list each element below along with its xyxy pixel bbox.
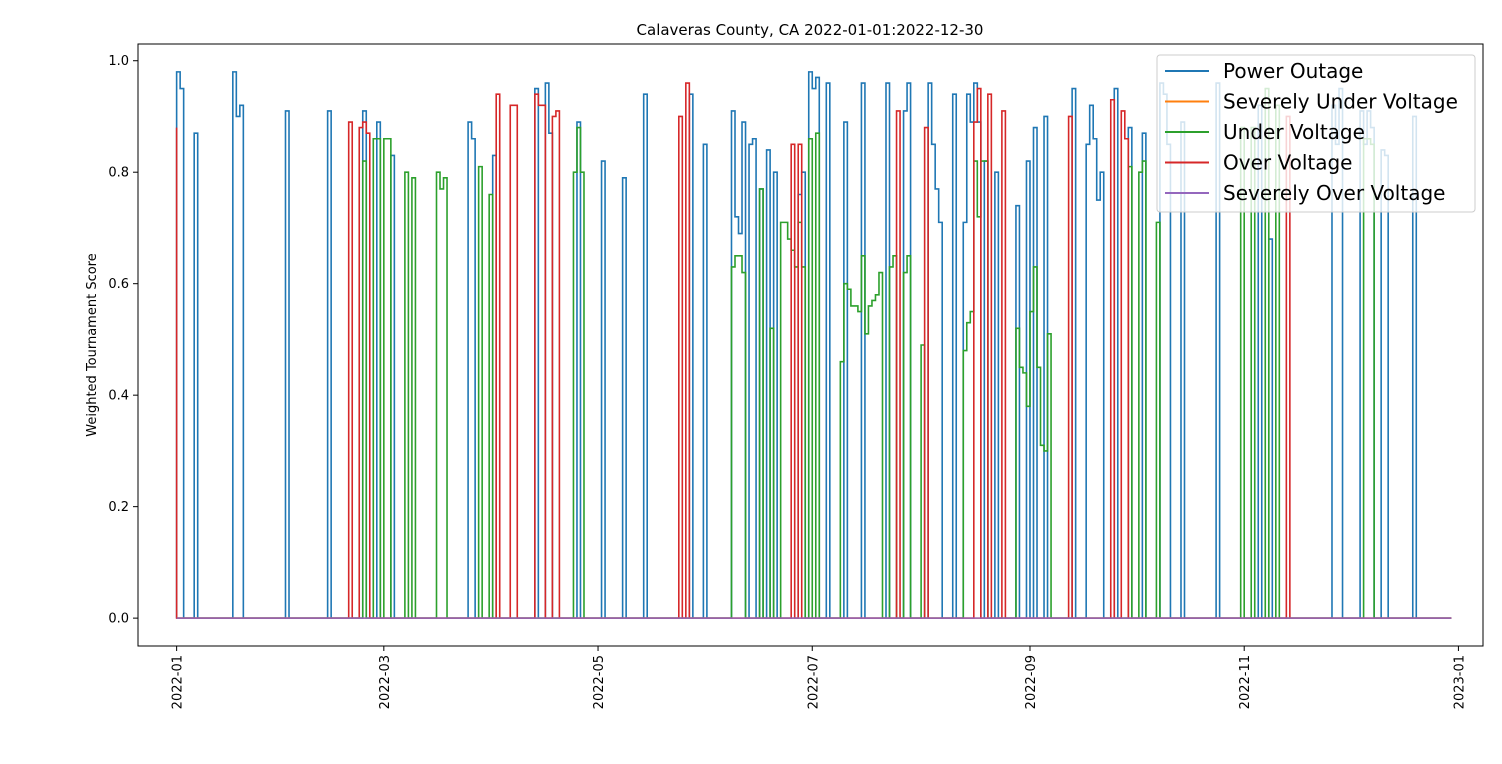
legend: Power Outage Severely Under Voltage Under … [1156,54,1476,213]
x-tick-label: 2022-09 [1024,655,1039,709]
legend-label: Under Voltage [1223,120,1365,144]
y-tick-label: 0.4 [108,389,129,404]
y-tick-label: 0.0 [108,612,129,627]
x-tick-label: 2022-07 [806,655,821,709]
plot-area [175,71,1452,619]
legend-label: Severely Over Voltage [1223,181,1445,205]
legend-label: Power Outage [1223,59,1363,83]
y-axis-title: Weighted Tournament Score [85,253,100,436]
y-tick-label: 0.6 [108,277,129,292]
legend-label: Over Voltage [1223,151,1352,175]
legend-box [1156,54,1476,213]
x-tick-label: 2022-11 [1238,655,1253,709]
x-axis: 2022-01 2022-03 2022-05 2022-07 2022-09 2022-… [171,646,1467,709]
plot-frame [137,43,1484,647]
y-tick-label: 1.0 [108,54,129,69]
x-tick-label: 2022-01 [171,655,186,709]
y-tick-label: 0.8 [108,166,129,181]
x-tick-label: 2022-05 [592,655,607,709]
x-tick-label: 2023-01 [1452,655,1467,709]
y-tick-label: 0.2 [108,500,129,515]
x-tick-label: 2022-03 [378,655,393,709]
chart-title: Calaveras County, CA 2022-01-01:2022-12-… [637,21,984,39]
y-axis: 0.0 0.2 0.4 0.6 0.8 1.0 [108,54,138,627]
legend-label: Severely Under Voltage [1223,90,1458,114]
